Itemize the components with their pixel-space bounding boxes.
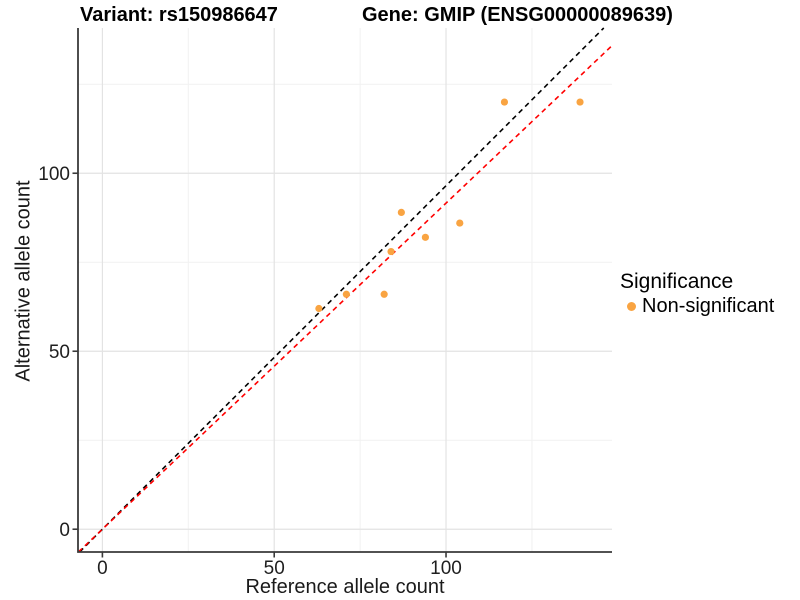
- y-axis-label: Alternative allele count: [12, 180, 35, 382]
- legend: Significance Non-significant: [620, 270, 774, 318]
- legend-title: Significance: [620, 270, 734, 293]
- data-points: [315, 98, 584, 313]
- grid-major: [78, 28, 612, 552]
- x-tick-label: 50: [264, 558, 285, 579]
- legend-item: Non-significant: [620, 295, 774, 317]
- variant-title: Variant: rs150986647: [80, 4, 278, 26]
- fit-line: [77, 45, 613, 553]
- data-point: [397, 208, 405, 216]
- legend-point-swatch: [627, 301, 636, 311]
- data-point: [380, 290, 388, 298]
- grid-minor: [78, 28, 612, 552]
- y-tick-label: 100: [38, 164, 70, 185]
- data-point: [387, 247, 395, 256]
- y-tick-label: 50: [49, 342, 70, 363]
- data-point: [421, 233, 430, 241]
- x-tick-label: 0: [97, 558, 108, 579]
- tick-labels: 0 50 100 0 50 100: [38, 164, 462, 579]
- data-point: [456, 219, 464, 227]
- identity-line: [79, 27, 605, 553]
- data-point: [315, 304, 323, 313]
- gene-title: Gene: GMIP (ENSG00000089639): [362, 4, 673, 26]
- data-point: [500, 98, 509, 106]
- reference-lines: [77, 27, 613, 553]
- axis-lines: [77, 28, 612, 553]
- data-point: [576, 98, 584, 106]
- x-axis-label: Reference allele count: [245, 576, 445, 598]
- data-point: [342, 290, 350, 298]
- axis-ticks: [72, 172, 447, 558]
- x-tick-label: 100: [430, 558, 462, 579]
- y-tick-label: 0: [59, 520, 70, 541]
- legend-item-label: Non-significant: [642, 295, 775, 317]
